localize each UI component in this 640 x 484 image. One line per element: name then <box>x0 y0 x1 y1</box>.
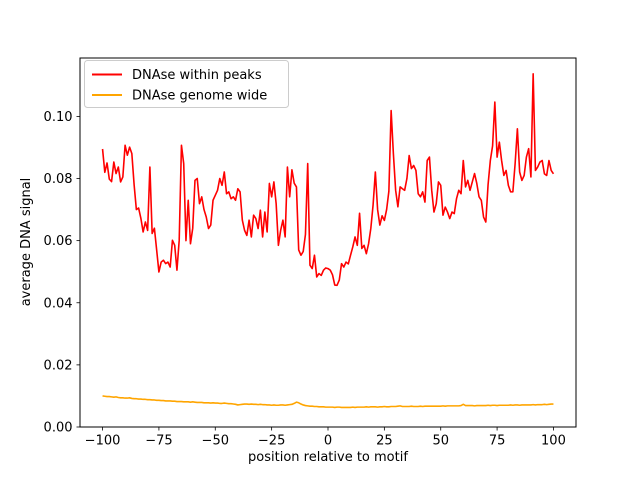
y-tick-label: 0.04 <box>44 296 73 311</box>
y-axis-label: average DNA signal <box>19 178 34 307</box>
y-tick-label: 0.08 <box>44 172 73 187</box>
x-axis-label: position relative to motif <box>248 450 408 465</box>
plot-lines <box>101 73 555 409</box>
series-line-genome-wide <box>102 395 554 409</box>
plot-area <box>79 57 577 428</box>
legend: DNAse within peaks DNAse genome wide <box>84 60 289 108</box>
legend-frame <box>84 60 289 108</box>
x-tick-label: −75 <box>145 434 172 449</box>
y-tick-label: 0.06 <box>44 234 73 249</box>
y-tick-label: 0.00 <box>44 421 73 436</box>
y-tick-label: 0.10 <box>44 110 73 125</box>
x-axis-ticks: −100 −75 −50 −25 0 25 50 75 100 <box>85 427 566 449</box>
x-tick-label: −50 <box>202 434 229 449</box>
x-tick-label: 100 <box>541 434 566 449</box>
legend-label-red: DNAse within peaks <box>132 68 262 83</box>
x-tick-label: 75 <box>489 434 506 449</box>
x-tick-label: 0 <box>324 434 332 449</box>
legend-label-orange: DNAse genome wide <box>132 89 267 104</box>
x-tick-label: −100 <box>85 434 121 449</box>
y-axis-ticks: 0.00 0.02 0.04 0.06 0.08 0.10 <box>44 110 80 436</box>
x-tick-label: 50 <box>432 434 449 449</box>
x-tick-label: −25 <box>258 434 285 449</box>
series-line-within-peaks <box>101 73 555 287</box>
y-tick-label: 0.02 <box>44 358 73 373</box>
x-tick-label: 25 <box>376 434 393 449</box>
